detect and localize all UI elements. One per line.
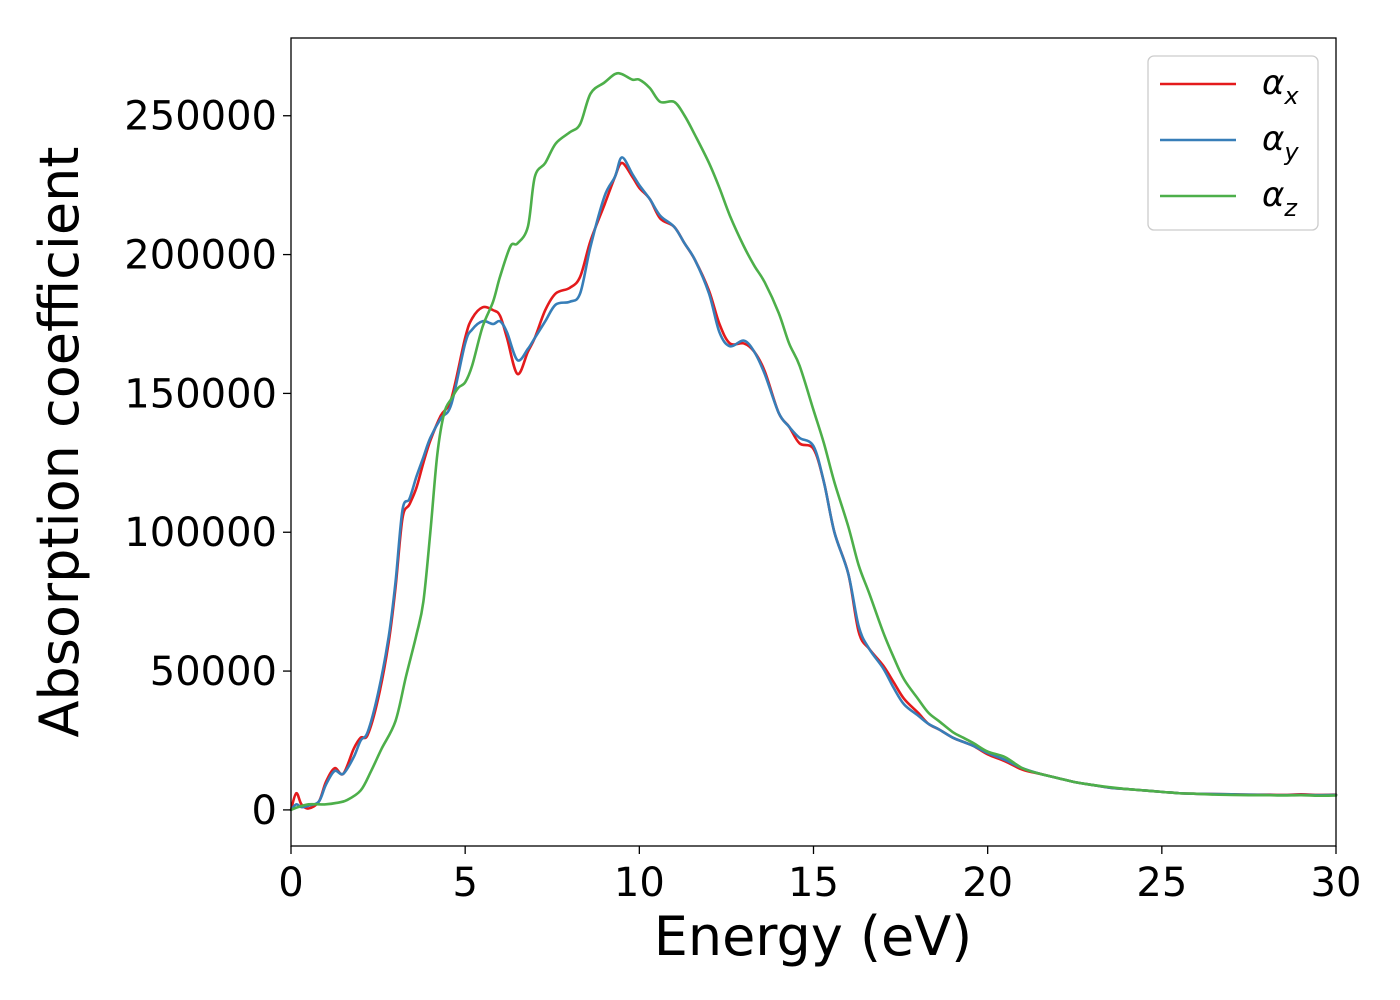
y-tick-label: 250000 <box>124 94 277 140</box>
x-tick-label: 30 <box>1311 860 1362 906</box>
x-tick-label: 0 <box>278 860 303 906</box>
y-axis: 0 50000 100000 150000 200000 250000 <box>124 94 291 834</box>
x-tick-label: 20 <box>962 860 1013 906</box>
series-line-z <box>289 71 1338 812</box>
y-tick-label: 100000 <box>124 510 277 556</box>
x-tick-label: 10 <box>614 860 665 906</box>
legend-label-y: αy <box>1262 119 1299 166</box>
series-layer <box>289 71 1338 812</box>
legend: αx αy αz <box>1147 55 1319 231</box>
legend-box <box>1147 55 1319 231</box>
y-tick-label: 0 <box>252 788 277 834</box>
y-axis-label: Absorption coefficient <box>28 147 91 738</box>
x-tick-label: 25 <box>1136 860 1187 906</box>
x-tick-label: 15 <box>788 860 839 906</box>
y-tick-label: 200000 <box>124 233 277 279</box>
x-tick-label: 5 <box>452 860 477 906</box>
x-axis: 0 5 10 15 20 25 30 <box>278 846 1361 906</box>
y-tick-label: 50000 <box>150 649 277 695</box>
legend-label-x: αx <box>1262 63 1299 110</box>
y-tick-label: 150000 <box>124 371 277 417</box>
x-axis-label: Energy (eV) <box>654 905 973 968</box>
legend-label-z: αz <box>1262 175 1298 222</box>
